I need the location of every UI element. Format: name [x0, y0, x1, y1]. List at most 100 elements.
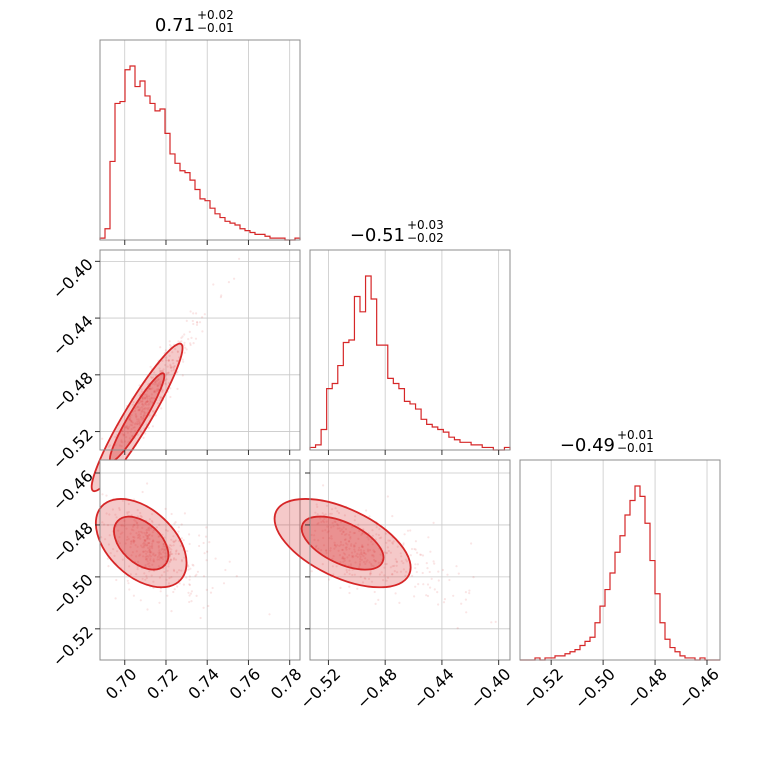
sample-point — [127, 582, 130, 585]
sample-point — [339, 543, 343, 546]
sample-point — [136, 433, 139, 436]
sample-point — [385, 552, 388, 555]
sample-point — [339, 586, 342, 590]
sample-point — [187, 591, 190, 594]
sample-point — [430, 577, 433, 581]
sample-point — [163, 555, 166, 558]
sample-point — [146, 542, 149, 545]
sample-point — [158, 399, 161, 402]
sample-point — [168, 340, 171, 343]
panel-1-1 — [309, 249, 511, 455]
sample-point — [377, 533, 380, 537]
sample-point — [356, 555, 359, 559]
sample-point — [176, 387, 179, 390]
sample-point — [152, 559, 155, 563]
sample-point — [345, 571, 349, 574]
sample-point — [421, 571, 424, 575]
sample-point — [427, 536, 430, 539]
sample-point — [138, 422, 141, 425]
title-plus: +0.03 — [407, 218, 444, 232]
sample-point — [201, 330, 204, 333]
sample-point — [180, 560, 184, 563]
sample-point — [160, 407, 163, 410]
sample-point — [148, 547, 151, 550]
sample-point — [405, 570, 408, 573]
sample-point — [142, 398, 145, 401]
sample-point — [146, 550, 149, 554]
sample-point — [406, 529, 410, 532]
sample-point — [158, 601, 161, 604]
sample-point — [351, 525, 354, 529]
sample-point — [158, 367, 161, 370]
panel-background — [520, 460, 720, 660]
sample-point — [325, 549, 328, 552]
sample-point — [385, 541, 388, 544]
sample-point — [165, 528, 168, 532]
sample-point — [136, 418, 139, 421]
sample-point — [391, 565, 394, 568]
sample-point — [391, 515, 394, 518]
sample-point — [141, 397, 144, 400]
x-tick-label: −0.48 — [353, 664, 401, 712]
sample-point — [187, 565, 190, 568]
sample-point — [402, 562, 405, 565]
sample-point — [144, 432, 147, 435]
sample-point — [188, 330, 191, 333]
y-tick-label: −0.52 — [49, 425, 97, 473]
sample-point — [317, 521, 320, 525]
sample-point — [113, 554, 116, 558]
sample-point — [151, 544, 154, 548]
sample-point — [136, 568, 139, 571]
sample-point — [170, 345, 173, 348]
sample-point — [404, 574, 407, 577]
sample-point — [358, 553, 361, 556]
sample-point — [142, 535, 145, 539]
sample-point — [143, 414, 146, 417]
sample-point — [114, 513, 117, 516]
sample-point — [152, 397, 155, 400]
sample-point — [132, 529, 135, 532]
sample-point — [160, 548, 163, 551]
sample-point — [121, 524, 124, 527]
sample-point — [373, 558, 376, 562]
sample-point — [429, 586, 432, 589]
sample-point — [150, 519, 153, 523]
sample-point — [155, 379, 158, 382]
sample-point — [177, 552, 180, 556]
sample-point — [334, 520, 337, 524]
sample-point — [130, 421, 133, 424]
sample-point — [352, 555, 355, 558]
sample-point — [209, 591, 213, 594]
sample-point — [101, 437, 104, 440]
sample-point — [142, 546, 145, 549]
sample-point — [494, 620, 497, 624]
sample-point — [121, 558, 124, 561]
sample-point — [138, 384, 141, 387]
sample-point — [107, 565, 110, 568]
y-tick-label: −0.48 — [49, 518, 97, 566]
sample-point — [443, 598, 446, 601]
sample-point — [155, 388, 158, 391]
sample-point — [338, 527, 341, 530]
sample-point — [151, 513, 154, 516]
sample-point — [150, 574, 153, 577]
sample-point — [141, 396, 144, 399]
sample-point — [181, 358, 184, 361]
sample-point — [133, 523, 136, 526]
sample-point — [146, 400, 149, 403]
sample-point — [172, 544, 175, 547]
sample-point — [433, 562, 436, 565]
sample-point — [133, 409, 137, 413]
sample-point — [395, 564, 398, 567]
sample-point — [180, 537, 183, 540]
sample-point — [342, 557, 345, 560]
sample-point — [432, 560, 435, 563]
sample-point — [336, 524, 339, 527]
sample-point — [332, 555, 335, 558]
sample-point — [138, 536, 141, 539]
title-value: 0.71 — [155, 15, 195, 36]
sample-point — [146, 400, 149, 403]
sample-point — [181, 374, 184, 377]
panel-2-2 — [519, 459, 721, 665]
sample-point — [316, 505, 319, 508]
